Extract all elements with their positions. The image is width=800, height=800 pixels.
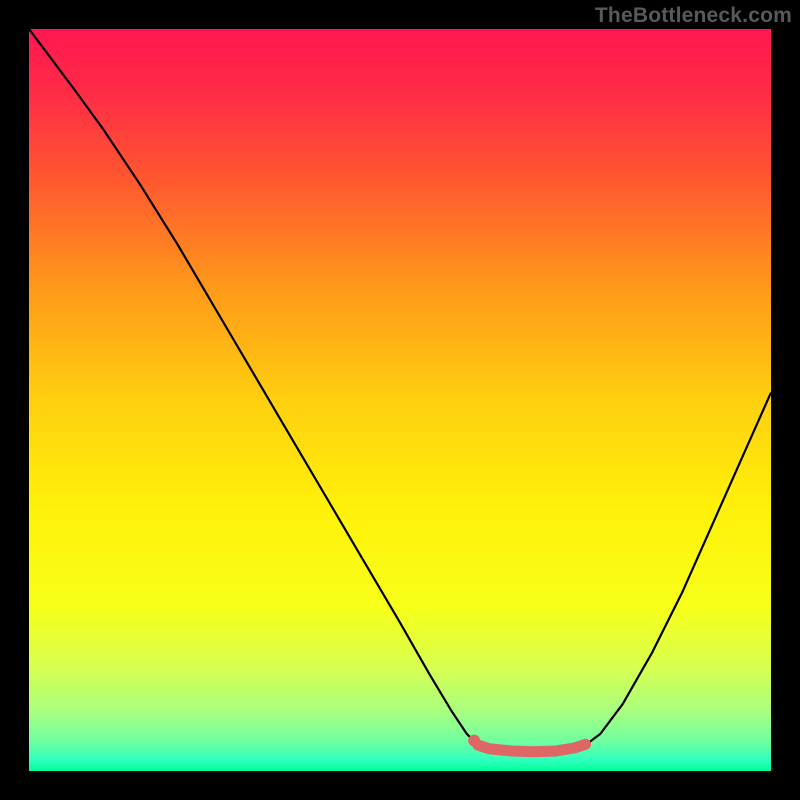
bottleneck-curve: [29, 29, 771, 752]
optimal-zone-highlight: [478, 744, 586, 751]
curve-layer: [29, 29, 771, 771]
chart-container: TheBottleneck.com: [0, 0, 800, 800]
plot-area: [29, 29, 771, 771]
watermark-label: TheBottleneck.com: [595, 4, 792, 28]
optimal-zone-start-dot: [468, 735, 480, 747]
